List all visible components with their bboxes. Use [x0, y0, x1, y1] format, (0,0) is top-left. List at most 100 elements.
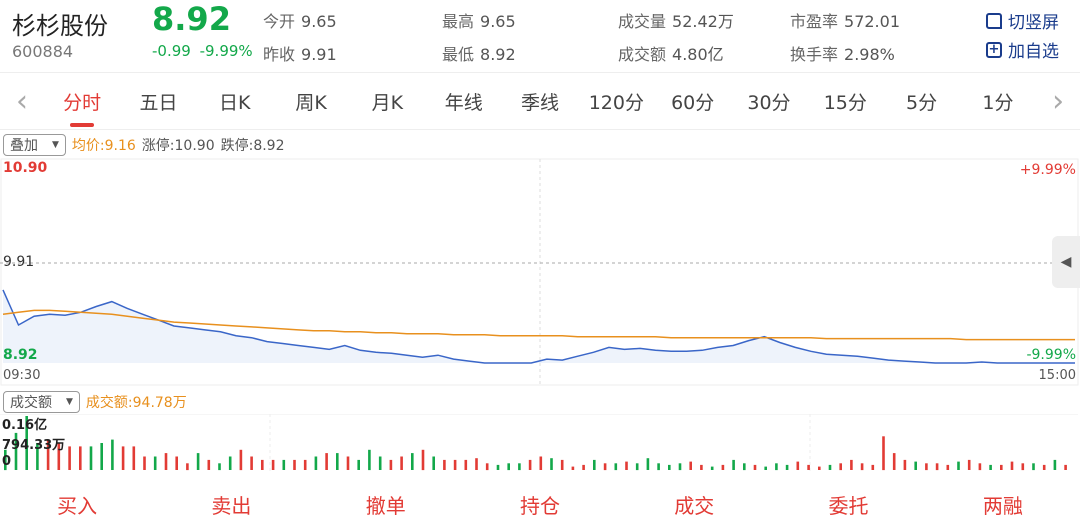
chevron-right-icon[interactable]: ›: [1052, 83, 1065, 119]
tab-15min[interactable]: 15分: [823, 91, 867, 114]
collapse-arrow-icon: ◀: [1060, 254, 1072, 270]
positions-button[interactable]: 持仓: [519, 493, 560, 518]
volume-bar: [528, 459, 532, 470]
stat-high: 最高 9.65: [442, 8, 516, 32]
price-area: [3, 289, 1075, 363]
tab-5day[interactable]: 五日: [139, 91, 178, 114]
vol-y-top: 0.16亿: [2, 418, 48, 433]
buy-button[interactable]: 买入: [57, 493, 98, 518]
rotate-screen-button[interactable]: 切竖屏: [986, 8, 1059, 33]
tab-1min[interactable]: 1分: [982, 91, 1014, 114]
volume-bar: [560, 459, 564, 470]
volume-bar: [57, 443, 61, 470]
chevron-left-icon[interactable]: ‹: [16, 83, 28, 119]
stat-label: 最低: [442, 45, 475, 64]
volume-bar: [818, 466, 821, 470]
tab-intraday[interactable]: 分时: [44, 88, 120, 127]
volume-bar: [143, 456, 146, 470]
volume-bar: [346, 456, 350, 470]
rotate-screen-label: 切竖屏: [1008, 13, 1059, 33]
volume-bar: [860, 463, 864, 471]
price-line: [2, 289, 1075, 364]
volume-bar: [539, 456, 543, 470]
volume-bar: [175, 456, 178, 470]
volume-bar: [582, 464, 585, 470]
stat-turnover: 成交额 4.80亿: [618, 41, 724, 65]
stat-label: 昨收: [263, 45, 296, 64]
vol-y-zero: 0: [2, 454, 12, 469]
volume-bar: [121, 446, 125, 470]
volume-bar: [25, 416, 28, 470]
volume-bar: [164, 453, 168, 470]
orders-button[interactable]: 委托: [828, 493, 869, 518]
stat-value: 9.65: [480, 12, 516, 31]
volume-bar: [614, 463, 618, 471]
tab-yearly[interactable]: 年线: [444, 91, 483, 114]
pct-top-label: +9.99%: [1019, 162, 1076, 178]
volume-bar: [186, 463, 189, 471]
stat-pe: 市盈率 572.01: [790, 8, 900, 32]
volume-bar: [100, 443, 103, 470]
volume-bar: [485, 463, 489, 471]
volume-bar: [571, 466, 575, 470]
volume-bar: [593, 459, 596, 470]
volume-bar: [828, 464, 832, 470]
volume-bar: [453, 459, 457, 470]
indicator-select[interactable]: 成交额 ▼: [3, 391, 80, 413]
margin-trading-button[interactable]: 两融: [982, 493, 1023, 518]
collapse-panel-handle[interactable]: ◀: [1052, 236, 1080, 288]
y-bottom-label: 8.92: [3, 347, 38, 363]
volume-bar: [914, 461, 917, 470]
volume-bar: [421, 449, 425, 471]
filled-orders-button[interactable]: 成交: [674, 493, 715, 518]
tab-weekly-k[interactable]: 周K: [295, 91, 327, 114]
volume-bar: [368, 449, 371, 471]
volume-bar: [882, 436, 885, 471]
intraday-chart[interactable]: [0, 158, 1080, 388]
volume-bar: [678, 463, 682, 471]
tab-60min[interactable]: 60分: [671, 91, 715, 114]
stat-label: 市盈率: [790, 12, 839, 31]
volume-bar: [336, 453, 339, 470]
volume-bar: [700, 464, 703, 470]
volume-bar: [1042, 464, 1046, 470]
volume-bar: [625, 461, 628, 470]
add-watchlist-button[interactable]: + 加自选: [986, 37, 1059, 62]
volume-bar: [710, 466, 714, 470]
volume-bar: [153, 456, 157, 470]
volume-bar: [603, 463, 607, 471]
volume-bar: [550, 458, 553, 470]
overlay-select-label: 叠加: [10, 138, 38, 154]
tab-monthly-k[interactable]: 月K: [371, 91, 404, 114]
tab-daily-k[interactable]: 日K: [219, 91, 251, 114]
volume-bar: [464, 459, 468, 470]
tab-30min[interactable]: 30分: [747, 91, 791, 114]
stock-name: 杉杉股份: [12, 12, 108, 40]
volume-bar: [689, 461, 692, 470]
volume-bar: [507, 463, 510, 471]
cancel-order-button[interactable]: 撤单: [365, 493, 406, 518]
overlay-select[interactable]: 叠加 ▼: [3, 134, 66, 156]
stat-label: 今开: [263, 12, 296, 31]
volume-bar: [1021, 463, 1025, 471]
volume-bar: [293, 459, 296, 470]
volume-bar: [36, 443, 39, 470]
volume-bar: [743, 463, 746, 471]
volume-bar: [475, 458, 478, 470]
stat-value: 52.42万: [672, 12, 734, 31]
stat-prev-close: 昨收 9.91: [263, 41, 337, 65]
volume-bar: [325, 453, 328, 470]
dropdown-icon: ▼: [52, 140, 59, 150]
tab-120min[interactable]: 120分: [588, 91, 644, 114]
stat-value: 4.80亿: [672, 45, 724, 64]
stat-label: 成交额: [618, 45, 667, 64]
plus-box-icon: +: [986, 41, 1002, 58]
stat-value: 2.98%: [844, 45, 895, 64]
tab-quarterly[interactable]: 季线: [521, 91, 560, 114]
change-percent: -9.99%: [199, 42, 253, 60]
volume-bar: [518, 463, 521, 471]
volume-bar: [89, 446, 93, 470]
sell-button[interactable]: 卖出: [211, 493, 252, 518]
tab-5min[interactable]: 5分: [906, 91, 938, 114]
stat-value: 9.91: [301, 45, 337, 64]
